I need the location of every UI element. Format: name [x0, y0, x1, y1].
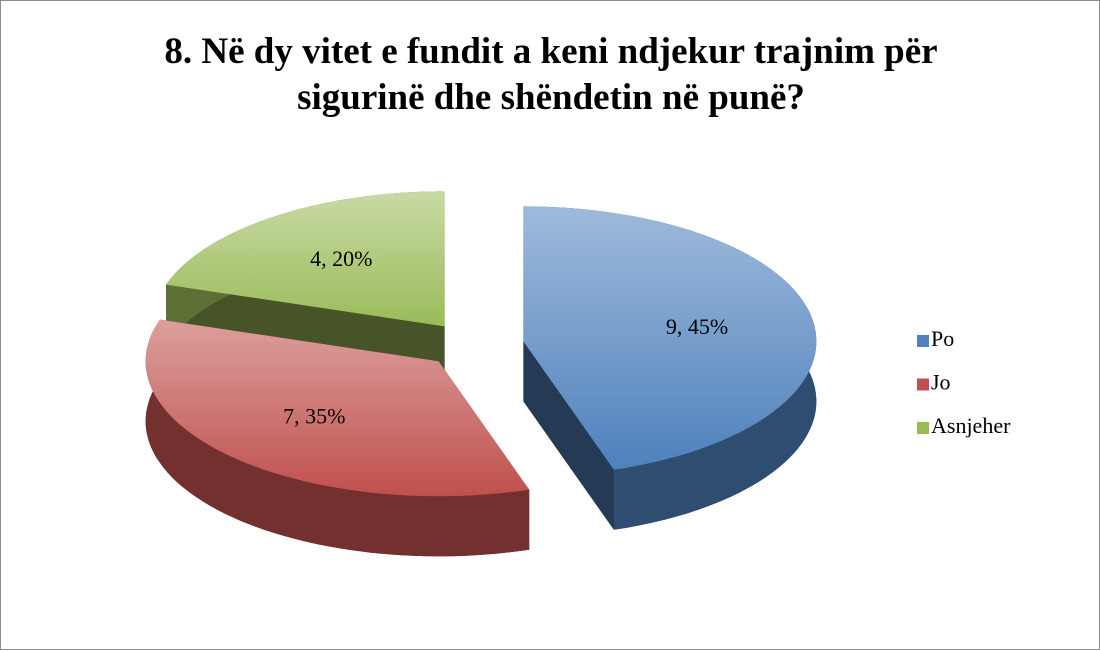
data-label: 4, 20%: [310, 246, 372, 271]
pie-slice: [145, 319, 530, 557]
legend-swatch: [917, 335, 929, 347]
pie-slice: [523, 206, 817, 530]
legend-swatch: [917, 378, 929, 391]
legend-label: Po: [931, 326, 954, 351]
slice-top: [145, 319, 530, 497]
legend-label: Jo: [931, 370, 951, 395]
slice-top: [166, 191, 445, 327]
slice-top: [523, 206, 817, 470]
data-label: 7, 35%: [283, 404, 345, 429]
data-label: 9, 45%: [666, 314, 728, 339]
legend-label: Asnjeher: [931, 413, 1011, 438]
chart-title: 8. Në dy vitet e fundit a keni ndjekur t…: [164, 31, 938, 118]
slice-side: [145, 319, 530, 557]
legend-swatch: [917, 422, 929, 434]
slice-wall: [523, 341, 614, 530]
